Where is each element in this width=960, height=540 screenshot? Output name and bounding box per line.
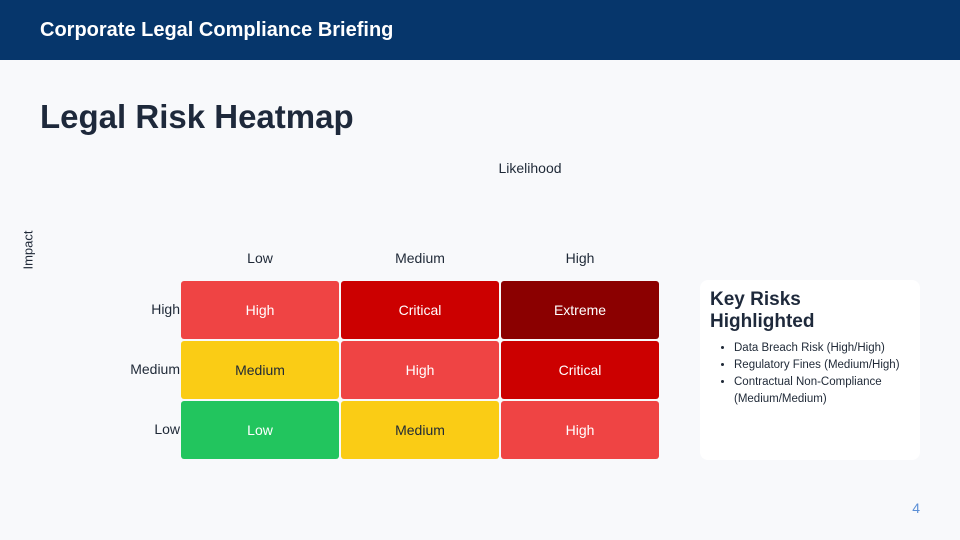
page-number: 4 [912,500,920,516]
column-header: High [565,250,595,266]
y-axis-label: Impact [20,230,36,270]
heatmap-cell: Medium [181,341,339,399]
key-risks-card: Key Risks Highlighted Data Breach Risk (… [700,280,920,460]
heatmap-cell: Critical [501,341,659,399]
slide-title: Legal Risk Heatmap [40,98,354,135]
heatmap-cell: Low [181,401,339,459]
header-bar: Corporate Legal Compliance Briefing [0,0,960,60]
header-title: Corporate Legal Compliance Briefing [40,19,394,41]
card-title: Key Risks Highlighted [710,289,815,332]
heatmap-cell: High [501,401,659,459]
risk-list: Data Breach Risk (High/High)Regulatory F… [710,340,914,408]
row-header: Medium [130,361,180,377]
column-header: Low [247,250,273,266]
heatmap-cell: Extreme [501,281,659,339]
heatmap-cell: Medium [341,401,499,459]
column-header: Medium [395,250,445,266]
heatmap-cell: Critical [341,281,499,339]
row-header: Low [154,421,180,437]
risk-item: Regulatory Fines (Medium/High) [734,357,914,374]
row-header: High [151,301,180,317]
heatmap-cell: High [181,281,339,339]
x-axis-label: Likelihood [498,160,562,176]
risk-item: Data Breach Risk (High/High) [734,340,914,357]
risk-item: Contractual Non-Compliance (Medium/Mediu… [734,374,914,408]
heatmap-cell: High [341,341,499,399]
